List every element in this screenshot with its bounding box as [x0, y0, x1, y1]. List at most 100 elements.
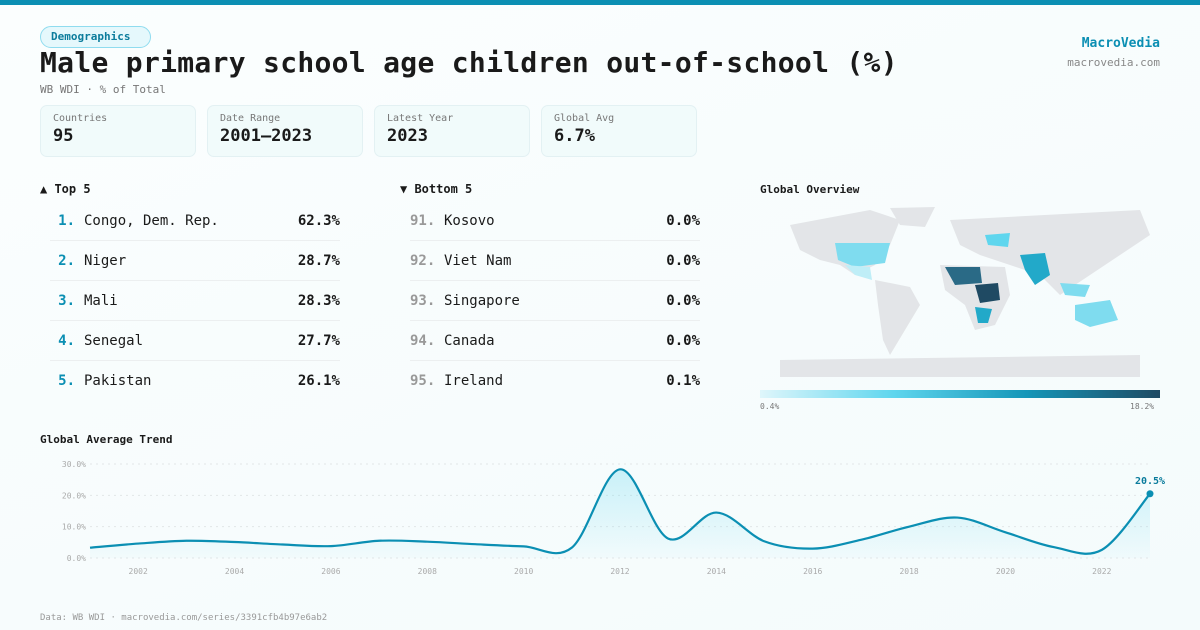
map-southern-africa — [975, 307, 992, 323]
map-drc — [975, 283, 1000, 303]
list-item[interactable]: 1. Congo, Dem. Rep. 62.3% — [50, 201, 340, 241]
country-value: 28.3% — [297, 292, 340, 309]
x-tick-label: 2008 — [418, 567, 437, 576]
y-tick-label: 30.0% — [62, 460, 86, 469]
stat-label: Date Range — [220, 113, 281, 124]
brand-url[interactable]: macrovedia.com — [1067, 56, 1160, 69]
rank-number: 5. — [58, 373, 75, 389]
country-name: Congo, Dem. Rep. — [84, 212, 219, 229]
stat-latest-year: Latest Year 2023 — [374, 105, 530, 157]
country-value: 28.7% — [297, 252, 340, 269]
map-north-america — [790, 210, 900, 275]
map-west-africa — [945, 267, 982, 285]
rank-number: 4. — [58, 332, 75, 349]
trend-title: Global Average Trend — [40, 433, 173, 446]
map-heading: Global Overview — [760, 183, 860, 196]
country-name: Mali — [84, 292, 118, 309]
map-se-asia — [1060, 283, 1090, 297]
stat-value: 95 — [53, 126, 74, 146]
country-value: 0.0% — [666, 212, 700, 229]
footer-source: Data: WB WDI · macrovedia.com/series/339… — [40, 613, 328, 623]
country-value: 0.0% — [666, 292, 700, 309]
bottom5-heading: ▼ Bottom 5 — [400, 182, 473, 196]
country-name: Singapore — [444, 292, 520, 309]
rank-number: 3. — [58, 292, 75, 309]
x-tick-label: 2012 — [610, 567, 629, 576]
list-item[interactable]: 93. Singapore 0.0% — [410, 281, 700, 321]
map-pakistan-india — [1020, 253, 1050, 285]
page-subtitle: WB WDI · % of Total — [40, 83, 166, 96]
country-value: 0.1% — [666, 373, 700, 389]
list-item[interactable]: 92. Viet Nam 0.0% — [410, 241, 700, 281]
stat-date-range: Date Range 2001–2023 — [207, 105, 363, 157]
list-item[interactable]: 95. Ireland 0.1% — [410, 361, 700, 401]
stat-countries: Countries 95 — [40, 105, 196, 157]
stat-value: 2023 — [387, 126, 428, 146]
country-value: 0.0% — [666, 252, 700, 269]
map-mexico — [845, 265, 872, 280]
trend-chart: 0.0% 10.0% 20.0% 30.0% 2002 2004 2006 2008 2010 2… — [62, 460, 1165, 576]
x-tick-label: 2010 — [514, 567, 533, 576]
rank-number: 93. — [410, 292, 436, 309]
list-item[interactable]: 3. Mali 28.3% — [50, 281, 340, 321]
stat-global-avg: Global Avg 6.7% — [541, 105, 697, 157]
country-value: 27.7% — [297, 332, 340, 349]
list-item[interactable]: 2. Niger 28.7% — [50, 241, 340, 281]
country-value: 62.3% — [297, 212, 340, 229]
page-title: Male primary school age children out-of-… — [40, 46, 898, 79]
map-greenland — [890, 207, 935, 227]
top5-heading: ▲ Top 5 — [40, 182, 91, 196]
map-antarctica — [780, 355, 1140, 377]
country-name: Kosovo — [444, 212, 495, 229]
map-australia — [1075, 300, 1118, 327]
y-tick-label: 0.0% — [67, 554, 86, 563]
stat-value: 6.7% — [554, 126, 595, 146]
rank-number: 92. — [410, 252, 436, 269]
x-tick-label: 2018 — [899, 567, 918, 576]
country-name: Pakistan — [84, 373, 152, 389]
brand-name[interactable]: MacroVedia — [1081, 36, 1160, 51]
map-south-america — [875, 280, 920, 355]
x-tick-label: 2016 — [803, 567, 822, 576]
x-tick-label: 2004 — [225, 567, 244, 576]
data-point — [1146, 490, 1154, 498]
list-item[interactable]: 91. Kosovo 0.0% — [410, 201, 700, 241]
x-tick-label: 2022 — [1092, 567, 1111, 576]
legend-max: 18.2% — [1130, 402, 1155, 411]
country-name: Viet Nam — [444, 252, 512, 269]
country-name: Senegal — [84, 332, 144, 349]
rank-number: 91. — [410, 212, 436, 229]
y-tick-label: 10.0% — [62, 523, 86, 532]
x-tick-label: 2020 — [996, 567, 1015, 576]
map-eurasia — [950, 210, 1150, 295]
list-item[interactable]: 5. Pakistan 26.1% — [50, 361, 340, 401]
country-value: 0.0% — [666, 332, 700, 349]
map-central-asia — [985, 233, 1010, 247]
country-name: Canada — [444, 332, 495, 349]
bottom5-list: 91. Kosovo 0.0% 92. Viet Nam 0.0% 93. Singapore… — [410, 201, 700, 401]
rank-number: 94. — [410, 332, 436, 349]
legend-min: 0.4% — [760, 402, 780, 411]
country-name: Ireland — [444, 373, 504, 389]
list-item[interactable]: 4. Senegal 27.7% — [50, 321, 340, 361]
top-accent-bar — [0, 0, 1200, 5]
country-name: Niger — [84, 252, 127, 269]
list-item[interactable]: 94. Canada 0.0% — [410, 321, 700, 361]
country-value: 26.1% — [297, 373, 340, 389]
stat-label: Countries — [53, 113, 108, 124]
last-value-label: 20.5% — [1135, 476, 1165, 487]
top5-list: 1. Congo, Dem. Rep. 62.3% 2. Niger 28.7% 3. Mal… — [50, 201, 340, 401]
trend-line — [89, 468, 1151, 555]
rank-number: 2. — [58, 252, 75, 269]
stat-label: Global Avg — [554, 113, 615, 124]
category-badge[interactable]: Demographics — [40, 26, 152, 48]
stat-value: 2001–2023 — [220, 126, 313, 146]
x-tick-label: 2014 — [707, 567, 726, 576]
map-legend-gradient — [760, 390, 1160, 398]
world-map[interactable] — [760, 205, 1160, 380]
map-usa — [835, 243, 890, 267]
y-tick-label: 20.0% — [62, 491, 86, 500]
trend-area — [90, 469, 1150, 558]
x-tick-label: 2006 — [321, 567, 340, 576]
x-tick-label: 2002 — [129, 567, 148, 576]
